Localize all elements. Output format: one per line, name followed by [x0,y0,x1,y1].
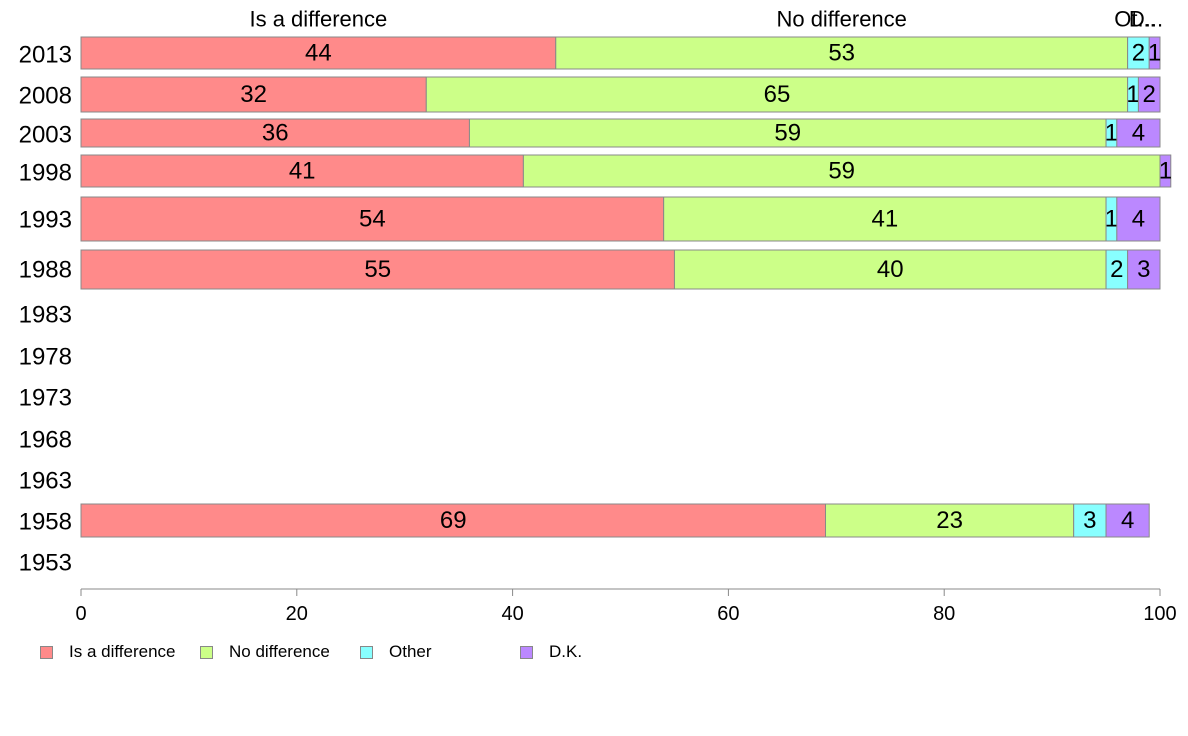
data-label: 1 [1105,206,1118,233]
legend-item-is-a-difference: Is a difference [40,642,175,662]
bar-segment [663,196,1107,242]
data-label: 41 [872,206,899,233]
legend-label-is-a-difference: Is a difference [69,642,176,661]
year-label: 1978 [19,344,72,371]
year-label: 2013 [19,42,72,69]
data-label: 54 [359,206,386,233]
data-label: 1 [1148,40,1161,67]
data-label: 1 [1126,81,1139,108]
legend: Is a difference No difference Other D.K. [40,642,740,664]
data-label: 36 [262,120,289,147]
bar-segment [1159,154,1172,188]
year-label: 1958 [19,509,72,536]
x-tick-label: 0 [75,603,86,625]
bar-segment [425,76,1129,113]
legend-item-other: Other [360,642,432,662]
bar-segment [825,503,1075,538]
bar-segment [1148,36,1161,70]
bar-segment [468,118,1107,148]
legend-label-dk: D.K. [549,642,583,661]
data-label: 2 [1143,81,1156,108]
bar-segment [80,503,827,538]
column-header-label: D... [1129,7,1163,32]
x-tick-label: 60 [717,603,739,625]
data-label: 44 [305,40,332,67]
data-label: 55 [364,256,391,283]
bar-segment [80,76,427,113]
bar-segment [1116,196,1161,242]
year-label: 1993 [19,207,72,234]
column-header-label: Ot... [1114,7,1156,32]
legend-item-no-difference: No difference [200,642,330,662]
data-label: 4 [1132,206,1145,233]
year-label: 2008 [19,83,72,110]
data-label: 69 [440,507,467,534]
x-tick-label: 20 [286,603,308,625]
data-label: 32 [240,81,267,108]
bar-segment [1127,249,1161,290]
column-header-label: Is a difference [249,7,387,32]
data-label: 41 [289,158,316,185]
data-label: 65 [764,81,791,108]
bar-segment [80,249,675,290]
legend-swatch-dk [520,645,533,659]
data-label: 40 [877,256,904,283]
data-label: 4 [1132,120,1145,147]
year-label: 1983 [19,302,72,329]
data-label: 23 [936,507,963,534]
year-label: 1973 [19,385,72,412]
year-label: 1963 [19,468,72,495]
data-label: 2 [1110,256,1123,283]
bar-segment [555,36,1129,70]
data-label: 59 [828,158,855,185]
year-label: 1968 [19,427,72,454]
x-tick-label: 80 [933,603,955,625]
data-label: 1 [1159,158,1172,185]
legend-label-other: Other [389,642,432,661]
legend-swatch-other [360,645,373,659]
bar-segment [673,249,1107,290]
data-label: 53 [828,40,855,67]
bar-segment [80,36,557,70]
year-label: 1988 [19,257,72,284]
data-label: 4 [1121,507,1134,534]
legend-swatch-no-difference [200,645,213,659]
bar-segment [1137,76,1161,113]
legend-item-dk: D.K. [520,642,582,662]
column-header-label: No difference [776,7,906,32]
x-tick-label: 100 [1143,603,1176,625]
data-label: 2 [1132,40,1145,67]
bar-segment [1073,503,1107,538]
x-tick-label: 40 [501,603,523,625]
data-label: 3 [1137,256,1150,283]
bar-segment [522,154,1161,188]
bar-segment [1116,118,1161,148]
year-label: 1953 [19,550,72,577]
data-label: 3 [1083,507,1096,534]
data-label: 59 [774,120,801,147]
bar-segment [1105,503,1150,538]
year-label: 2003 [19,122,72,149]
year-label: 1998 [19,160,72,187]
bar-segment [80,196,665,242]
legend-swatch-is-a-difference [40,645,53,659]
legend-label-no-difference: No difference [229,642,330,661]
stacked-bar-chart: 2013200820031998199319881983197819731968… [19,7,1177,626]
data-label: 1 [1105,120,1118,147]
